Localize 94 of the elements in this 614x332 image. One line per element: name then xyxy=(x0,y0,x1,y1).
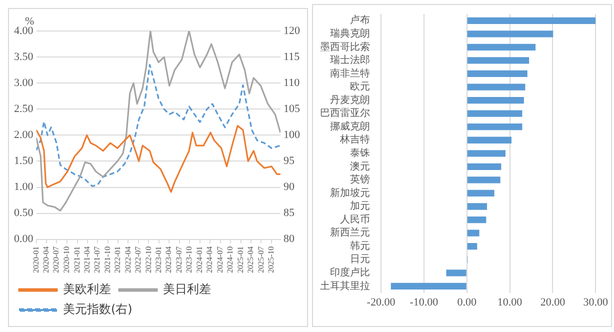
y-tick-label: 林吉特 xyxy=(339,134,370,146)
bar xyxy=(467,190,494,197)
x-tick-label: 2025-10 xyxy=(266,246,276,274)
y2-tick-label: 100 xyxy=(284,129,300,142)
bar xyxy=(467,176,500,184)
x-tick-label: 2020-07 xyxy=(52,246,61,274)
bar xyxy=(467,163,502,170)
x-tick-label: 2021-10 xyxy=(102,246,112,274)
x-tick-label: 2022-01 xyxy=(113,246,122,274)
y-tick-label: 人民币 xyxy=(340,213,370,226)
y-tick-label: 0.50 xyxy=(14,207,34,220)
y-tick-label: 新加坡元 xyxy=(330,186,370,199)
y2-tick-label: 80 xyxy=(284,233,295,246)
bar xyxy=(467,30,554,38)
y-tick-label: 南非兰特 xyxy=(330,67,370,80)
x-tick-label: 2023-04 xyxy=(164,246,174,274)
x-tick-label: 2023-10 xyxy=(184,246,194,274)
x-tick-label: 2022-04 xyxy=(123,246,132,274)
y2-tick-label: 110 xyxy=(284,76,300,89)
y-tick-label: 泰铢 xyxy=(350,146,370,159)
y2-tick-label: 120 xyxy=(284,24,300,37)
y-tick-label: 2.50 xyxy=(14,103,34,116)
bar xyxy=(467,96,524,104)
bar xyxy=(467,203,488,210)
y2-tick-label: 85 xyxy=(284,207,295,220)
y-tick-label: 新西兰元 xyxy=(330,226,370,239)
y-tick-label: 瑞士法郎 xyxy=(330,54,370,66)
x-tick-label: 2021-01 xyxy=(72,246,82,274)
y2-tick-label: 90 xyxy=(284,181,295,194)
y-tick-label: 澳元 xyxy=(350,160,370,172)
x-tick-label: 2024-10 xyxy=(226,246,235,274)
y-tick-label: 4.00 xyxy=(14,24,34,37)
bar xyxy=(446,270,466,276)
x-tick-label: 30.00 xyxy=(583,296,608,308)
x-tick-label: -10.00 xyxy=(410,296,439,308)
x-tick-label: 2023-07 xyxy=(174,246,184,274)
x-tick-label: 2022-07 xyxy=(134,246,143,274)
y-tick-label: 欧元 xyxy=(350,82,370,93)
x-tick-label: 0.00 xyxy=(457,296,477,308)
bar xyxy=(467,230,480,236)
x-tick-label: 20.00 xyxy=(540,296,566,308)
x-tick-label: 2021-07 xyxy=(92,246,102,274)
bar xyxy=(467,243,478,250)
x-tick-label: 2020-01 xyxy=(31,246,40,274)
bar xyxy=(467,124,522,130)
legend-label: 美日利差 xyxy=(163,282,211,296)
y-tick-label: 丹麦克朗 xyxy=(330,94,370,106)
y-axis-title: % xyxy=(25,15,34,28)
x-tick-label: 10.00 xyxy=(497,296,523,308)
x-tick-label: 2022-10 xyxy=(144,246,153,274)
x-tick-label: 2025-07 xyxy=(256,246,266,274)
y-tick-label: 1.00 xyxy=(14,181,34,194)
y-tick-label: 韩元 xyxy=(350,240,370,252)
bar xyxy=(467,17,596,24)
y-tick-label: 瑞典克朗 xyxy=(330,28,370,40)
y-tick-label: 巴西雷亚尔 xyxy=(320,107,370,120)
y2-tick-label: 115 xyxy=(284,50,300,63)
bar xyxy=(390,282,466,290)
y-tick-label: 土耳其里拉 xyxy=(320,280,370,292)
x-tick-label: 2024-07 xyxy=(215,246,224,274)
x-tick-label: 2025-04 xyxy=(246,246,256,274)
y-tick-label: 挪威克朗 xyxy=(330,120,370,132)
bar xyxy=(467,70,528,78)
x-tick-label: 2023-01 xyxy=(154,246,164,274)
bar xyxy=(467,44,536,51)
x-tick-label: 2021-04 xyxy=(82,246,92,274)
y-tick-label: 卢布 xyxy=(350,14,370,26)
x-tick-label: 2025-01 xyxy=(236,246,246,274)
y-tick-label: 墨西哥比索 xyxy=(320,40,370,53)
y2-tick-label: 95 xyxy=(284,155,295,168)
bar xyxy=(467,216,486,224)
bar xyxy=(467,136,512,144)
x-tick-label: 2020-04 xyxy=(42,246,51,274)
y-tick-label: 加元 xyxy=(350,200,370,212)
y-tick-label: 2.00 xyxy=(14,129,34,142)
y2-tick-label: 105 xyxy=(284,103,300,116)
x-tick-label: -20.00 xyxy=(366,296,396,308)
line-series xyxy=(36,64,280,188)
x-tick-label: 2024-01 xyxy=(195,246,204,274)
y-tick-label: 3.50 xyxy=(14,50,34,63)
legend-label: 美欧利差 xyxy=(63,282,111,296)
y-tick-label: 印度卢比 xyxy=(330,266,370,278)
y-tick-label: 1.50 xyxy=(14,155,34,168)
y-tick-label: 英镑 xyxy=(350,174,370,186)
legend-label: 美元指数(右) xyxy=(63,302,132,316)
y-tick-label: 日元 xyxy=(350,254,370,266)
bar xyxy=(467,57,530,64)
bar xyxy=(467,150,506,157)
bar xyxy=(467,84,526,90)
x-tick-label: 2024-04 xyxy=(205,246,214,274)
bar xyxy=(467,110,522,117)
y-tick-label: 3.00 xyxy=(14,76,34,89)
x-tick-label: 2020-10 xyxy=(62,246,72,274)
y-tick-label: 0.00 xyxy=(14,233,34,246)
